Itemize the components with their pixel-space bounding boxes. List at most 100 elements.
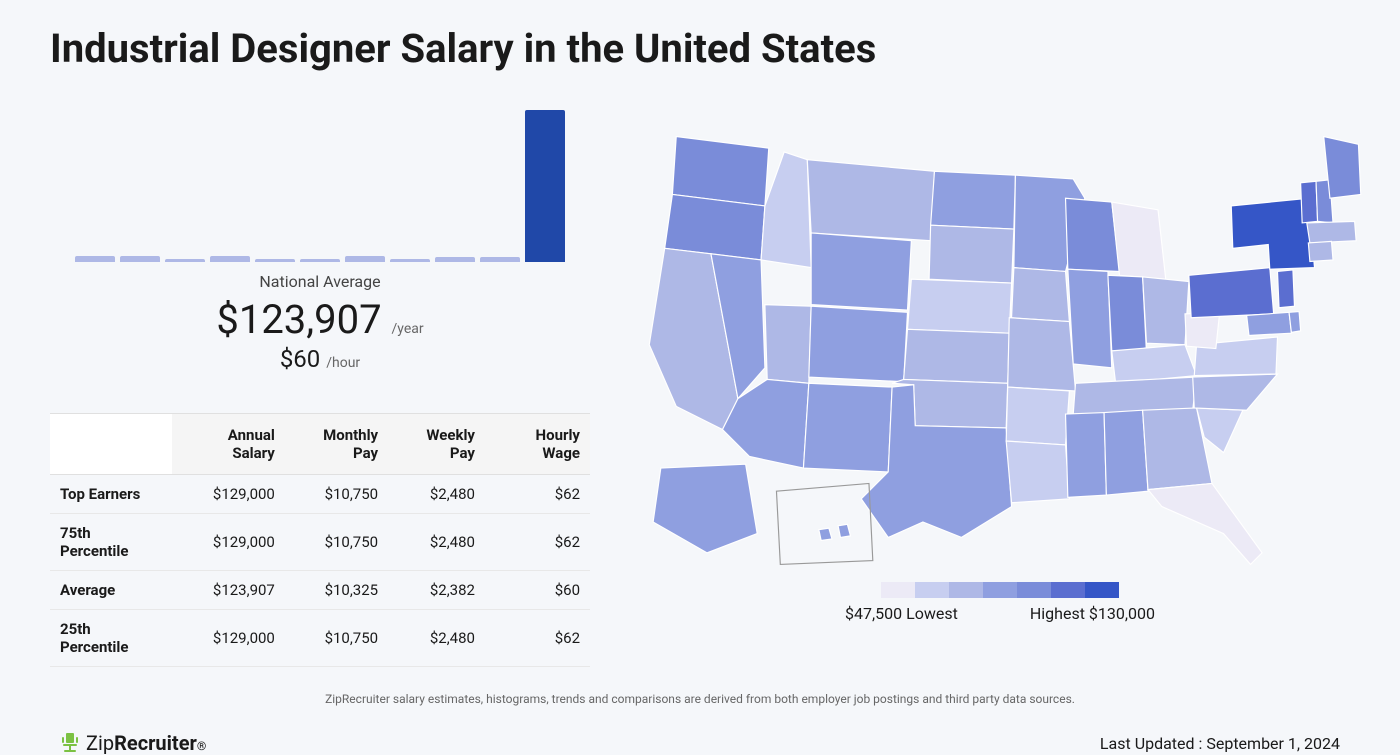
- us-map-svg: [630, 102, 1370, 572]
- table-column-header: Weekly Pay: [388, 414, 485, 475]
- state-ks: [904, 329, 1010, 383]
- state-me: [1324, 137, 1361, 199]
- state-ma: [1307, 221, 1356, 243]
- state-nj: [1278, 270, 1295, 308]
- table-column-header: [50, 414, 172, 475]
- state-al: [1104, 410, 1148, 495]
- state-ia: [1012, 268, 1070, 322]
- table-cell: $2,480: [388, 514, 485, 571]
- legend-highest: Highest $130,000: [1030, 604, 1155, 623]
- annual-salary-value: $123,907 /year: [50, 296, 590, 343]
- table-column-header: Monthly Pay: [285, 414, 388, 475]
- state-in: [1108, 275, 1147, 352]
- table-column-header: Hourly Wage: [485, 414, 590, 475]
- table-cell: $62: [485, 514, 590, 571]
- table-cell: $62: [485, 610, 590, 667]
- table-cell: $10,750: [285, 514, 388, 571]
- histogram-bar: [390, 259, 430, 262]
- state-il: [1068, 269, 1112, 368]
- right-column: $47,500 Lowest Highest $130,000: [630, 102, 1370, 667]
- legend-swatch: [881, 582, 915, 598]
- state-oh: [1143, 277, 1189, 345]
- legend-swatch: [915, 582, 949, 598]
- table-cell: $10,750: [285, 475, 388, 514]
- table-cell: 25th Percentile: [50, 610, 172, 667]
- state-wi: [1066, 198, 1120, 271]
- histogram-bar: [165, 259, 205, 262]
- state-ct: [1308, 241, 1333, 261]
- state-fl: [1148, 483, 1262, 564]
- table-cell: $2,382: [388, 571, 485, 610]
- state-nd: [931, 171, 1016, 229]
- histogram-bar: [435, 257, 475, 262]
- hourly-unit: /hour: [326, 355, 360, 371]
- disclaimer-text: ZipRecruiter salary estimates, histogram…: [50, 692, 1350, 706]
- state-mt: [807, 160, 934, 241]
- state-sd: [929, 225, 1014, 283]
- histogram-bar: [480, 257, 520, 262]
- table-cell: $60: [485, 571, 590, 610]
- table-cell: $2,480: [388, 610, 485, 667]
- table-cell: 75th Percentile: [50, 514, 172, 571]
- histogram-bar: [75, 256, 115, 262]
- legend-swatch: [949, 582, 983, 598]
- state-nc: [1193, 374, 1278, 410]
- salary-histogram: [50, 102, 590, 262]
- state-ak: [653, 464, 757, 553]
- table-cell: Top Earners: [50, 475, 172, 514]
- histogram-bar: [525, 110, 565, 262]
- left-column: National Average $123,907 /year $60 /hou…: [50, 102, 590, 667]
- state-nm: [803, 383, 892, 472]
- state-co: [809, 306, 908, 382]
- legend-lowest: $47,500 Lowest: [845, 604, 958, 623]
- histogram-bar: [210, 256, 250, 262]
- logo-text: ZipRecruiter®: [86, 731, 206, 755]
- table-cell: Average: [50, 571, 172, 610]
- annual-amount: $123,907: [216, 296, 381, 343]
- table-cell: $123,907: [172, 571, 285, 610]
- state-de: [1289, 312, 1301, 333]
- table-header-row: Annual SalaryMonthly PayWeekly PayHourly…: [50, 414, 590, 475]
- salary-breakdown-table: Annual SalaryMonthly PayWeekly PayHourly…: [50, 413, 590, 667]
- last-updated: Last Updated : September 1, 2024: [1100, 734, 1340, 753]
- annual-unit: /year: [392, 321, 424, 337]
- state-mi: [1112, 202, 1166, 279]
- state-ms: [1066, 413, 1107, 498]
- state-ar: [1006, 387, 1069, 445]
- state-vt: [1301, 181, 1318, 223]
- histogram-bar: [255, 259, 295, 262]
- table-row: Average$123,907$10,325$2,382$60: [50, 571, 590, 610]
- legend-swatch: [1051, 582, 1085, 598]
- map-legend: $47,500 Lowest Highest $130,000: [630, 582, 1370, 623]
- national-average-label: National Average: [50, 272, 590, 291]
- table-cell: $2,480: [388, 475, 485, 514]
- state-la: [1006, 441, 1069, 503]
- chair-icon: [60, 731, 80, 755]
- us-salary-map[interactable]: [630, 102, 1370, 572]
- table-row: 25th Percentile$129,000$10,750$2,480$62: [50, 610, 590, 667]
- footer: ZipRecruiter® Last Updated : September 1…: [50, 731, 1350, 755]
- table-cell: $10,325: [285, 571, 388, 610]
- hourly-amount: $60: [280, 345, 320, 373]
- state-pa: [1189, 268, 1274, 318]
- state-mo: [1008, 318, 1076, 391]
- hourly-salary-value: $60 /hour: [50, 345, 590, 373]
- table-column-header: Annual Salary: [172, 414, 285, 475]
- main-content: National Average $123,907 /year $60 /hou…: [50, 102, 1350, 667]
- table-cell: $129,000: [172, 475, 285, 514]
- table-cell: $129,000: [172, 610, 285, 667]
- page-title: Industrial Designer Salary in the United…: [50, 25, 1350, 72]
- state-id: [761, 152, 811, 268]
- ziprecruiter-logo[interactable]: ZipRecruiter®: [60, 731, 206, 755]
- state-wa: [672, 137, 768, 206]
- histogram-bar: [300, 259, 340, 262]
- hi-box: [776, 483, 872, 564]
- state-hi: [819, 524, 851, 540]
- table-row: Top Earners$129,000$10,750$2,480$62: [50, 475, 590, 514]
- legend-swatch: [1085, 582, 1119, 598]
- histogram-bar: [345, 256, 385, 262]
- table-row: 75th Percentile$129,000$10,750$2,480$62: [50, 514, 590, 571]
- state-md: [1247, 312, 1292, 335]
- table-cell: $10,750: [285, 610, 388, 667]
- state-ne: [908, 279, 1012, 333]
